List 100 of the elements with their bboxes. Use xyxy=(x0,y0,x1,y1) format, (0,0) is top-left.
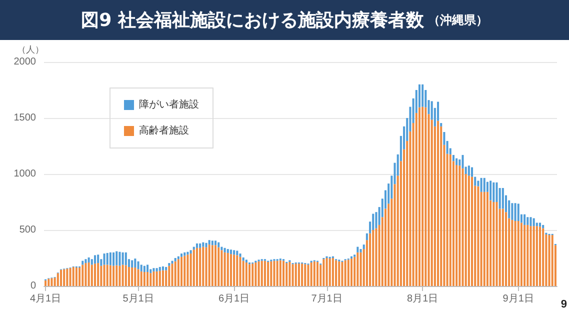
bar xyxy=(174,258,176,262)
bar xyxy=(122,252,124,265)
bar xyxy=(56,273,59,286)
bar xyxy=(44,280,47,286)
bar xyxy=(128,266,130,286)
bar xyxy=(88,262,90,286)
x-tick-label: 8月1日 xyxy=(407,294,438,304)
bar xyxy=(224,248,226,252)
bar xyxy=(152,271,155,286)
bar xyxy=(360,252,362,286)
chart-subtitle: （沖縄県） xyxy=(428,12,488,28)
bar xyxy=(230,254,232,286)
bar xyxy=(440,123,442,126)
bar xyxy=(468,166,470,176)
bar xyxy=(505,212,508,286)
bar xyxy=(514,221,516,286)
bar xyxy=(137,269,140,286)
bar xyxy=(190,254,192,286)
bar xyxy=(254,262,257,286)
y-tick-label: 0 xyxy=(30,280,36,292)
bar xyxy=(171,260,174,264)
bar xyxy=(474,176,476,186)
bar xyxy=(273,260,276,286)
bar xyxy=(177,259,180,286)
bar xyxy=(514,203,516,222)
bar xyxy=(158,266,161,271)
bar xyxy=(165,270,168,286)
bar xyxy=(180,256,183,286)
bar xyxy=(276,260,278,286)
bar xyxy=(82,260,84,265)
bar xyxy=(220,250,223,286)
x-tick-label: 7月1日 xyxy=(311,294,342,304)
bar xyxy=(279,260,282,286)
bar xyxy=(526,224,529,286)
bar xyxy=(422,106,424,286)
bar xyxy=(252,264,254,286)
bar xyxy=(97,263,100,286)
bar xyxy=(158,270,161,286)
bar xyxy=(171,264,174,286)
bar xyxy=(304,264,306,286)
legend-label: 高齢者施設 xyxy=(139,124,189,136)
bar xyxy=(462,168,464,286)
bar xyxy=(483,178,486,192)
bar xyxy=(106,252,108,265)
bar xyxy=(539,222,542,227)
bar xyxy=(458,159,461,166)
bar xyxy=(109,265,112,286)
bar xyxy=(449,154,452,286)
y-tick-label: 1000 xyxy=(14,168,36,180)
bar xyxy=(233,250,236,255)
bar xyxy=(205,247,208,286)
bar xyxy=(347,260,350,286)
bar xyxy=(236,250,238,256)
x-tick-label: 9月1日 xyxy=(502,294,534,304)
bar xyxy=(548,235,550,286)
bar xyxy=(60,270,62,286)
bar xyxy=(112,252,115,266)
bar xyxy=(264,260,266,286)
bar xyxy=(502,188,504,209)
bar xyxy=(211,240,214,246)
bar xyxy=(131,260,134,268)
y-tick-label: 500 xyxy=(19,224,36,236)
bar xyxy=(124,265,127,286)
bar xyxy=(480,178,482,192)
bar xyxy=(372,214,374,230)
bar xyxy=(471,176,474,286)
bar xyxy=(88,257,90,262)
bar xyxy=(245,262,248,286)
bar xyxy=(208,240,210,245)
bar xyxy=(118,252,121,266)
bar xyxy=(258,261,260,286)
text: 9 xyxy=(560,298,568,310)
bar xyxy=(116,265,118,286)
bar xyxy=(230,250,232,254)
bar xyxy=(294,264,297,286)
bar xyxy=(526,217,529,225)
bar xyxy=(542,228,544,286)
bar xyxy=(350,258,352,286)
bar xyxy=(152,268,155,272)
bar xyxy=(471,167,474,177)
bar xyxy=(140,271,142,286)
bar xyxy=(226,252,229,286)
bar xyxy=(502,208,504,286)
bar xyxy=(72,266,74,286)
bar xyxy=(66,268,68,286)
bar xyxy=(530,226,532,286)
bar xyxy=(218,242,220,248)
bar xyxy=(354,256,356,286)
bar xyxy=(131,268,134,286)
bar xyxy=(542,224,544,228)
bar xyxy=(236,255,238,286)
bar xyxy=(422,84,424,107)
bar xyxy=(100,266,102,286)
bar xyxy=(69,268,72,286)
bar xyxy=(356,252,359,286)
y-axis-title: （人） xyxy=(17,44,44,54)
bar xyxy=(177,256,180,260)
bar xyxy=(180,254,183,257)
bar xyxy=(50,278,53,286)
bar xyxy=(239,256,242,286)
